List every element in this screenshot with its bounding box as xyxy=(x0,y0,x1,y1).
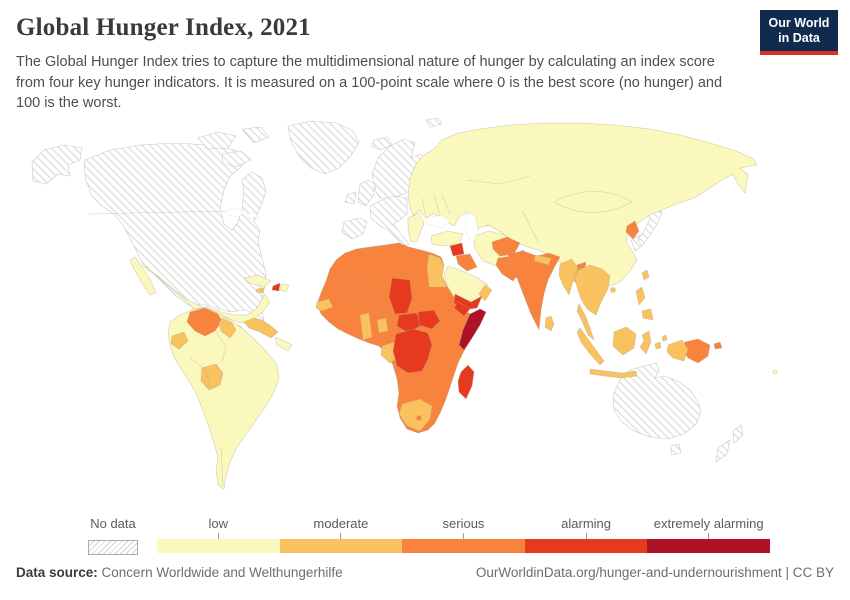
region-new-zealand[interactable] xyxy=(715,424,744,463)
region-north-korea[interactable] xyxy=(625,220,640,240)
region-svalbard[interactable] xyxy=(425,117,443,128)
no-data-swatch xyxy=(88,540,138,555)
region-papua-new-guinea[interactable] xyxy=(682,338,723,364)
region-fiji[interactable] xyxy=(772,369,778,375)
region-balkans-greece[interactable] xyxy=(407,212,425,243)
data-source-label: Data source: xyxy=(16,565,98,580)
region-dr-congo[interactable] xyxy=(392,328,433,374)
legend-category-moderate[interactable]: moderate xyxy=(279,516,403,553)
border-west-africa xyxy=(345,273,392,335)
region-canada-usa[interactable] xyxy=(83,142,267,321)
region-india[interactable] xyxy=(507,250,561,331)
region-indochina[interactable] xyxy=(574,264,611,316)
region-malay-peninsula[interactable] xyxy=(576,303,595,341)
owid-logo[interactable]: Our World in Data xyxy=(760,10,838,55)
legend-tick xyxy=(217,533,219,539)
great-lakes xyxy=(225,207,259,220)
legend-swatch-serious xyxy=(402,539,525,553)
region-australia[interactable] xyxy=(612,362,702,456)
data-source: Data source: Concern Worldwide and Welth… xyxy=(16,565,343,580)
legend-category-alarming[interactable]: alarming xyxy=(524,516,648,553)
owid-logo-line1: Our World xyxy=(768,16,830,30)
region-costa-rica-panama[interactable] xyxy=(274,336,293,352)
border-eastern-europe xyxy=(421,193,451,219)
region-south-america[interactable] xyxy=(167,307,280,490)
region-somalia[interactable] xyxy=(458,308,487,351)
citation-link[interactable]: OurWorldinData.org/hunger-and-undernouri… xyxy=(475,565,834,580)
region-sri-lanka[interactable] xyxy=(544,315,555,332)
caspian-sea xyxy=(464,211,479,243)
region-hainan[interactable] xyxy=(610,287,616,293)
region-ecuador[interactable] xyxy=(170,331,189,350)
legend-category-low[interactable]: low xyxy=(157,516,280,553)
chart-footer: Data source: Concern Worldwide and Welth… xyxy=(16,565,834,580)
region-iraq[interactable] xyxy=(455,253,478,272)
region-chad[interactable] xyxy=(388,277,413,315)
region-egypt[interactable] xyxy=(426,253,448,288)
legend-category-extremely-alarming[interactable]: extremely alarming xyxy=(647,516,770,553)
region-guyana[interactable] xyxy=(218,317,237,339)
border-central-asia xyxy=(465,175,539,243)
border-south-america xyxy=(189,331,227,487)
region-haiti[interactable] xyxy=(271,282,281,292)
region-oman[interactable] xyxy=(478,284,493,302)
region-arctic-islands[interactable] xyxy=(197,126,270,168)
border-mongolia xyxy=(553,191,633,213)
region-java[interactable] xyxy=(589,368,638,379)
region-ghana[interactable] xyxy=(359,312,373,341)
region-cuba[interactable] xyxy=(243,274,272,288)
region-benin[interactable] xyxy=(376,317,389,334)
region-western-europe[interactable] xyxy=(369,195,410,253)
chart-subtitle: The Global Hunger Index tries to capture… xyxy=(16,54,723,112)
region-bolivia[interactable] xyxy=(200,363,224,391)
legend-color-bar: low moderate serious alarming extremely xyxy=(157,516,770,553)
choropleth-svg xyxy=(31,117,778,490)
region-borneo[interactable] xyxy=(612,326,637,356)
region-dominican-republic[interactable] xyxy=(279,283,290,293)
region-nepal[interactable] xyxy=(533,254,552,266)
legend-no-data-label: No data xyxy=(90,516,136,531)
region-moluccas[interactable] xyxy=(654,334,668,350)
region-lesotho[interactable] xyxy=(416,415,422,421)
legend-no-data[interactable]: No data xyxy=(88,516,138,555)
legend-tick xyxy=(462,533,464,539)
region-west-papua[interactable] xyxy=(666,339,689,362)
data-source-value: Concern Worldwide and Welthungerhilfe xyxy=(101,565,343,580)
region-venezuela[interactable] xyxy=(186,307,223,337)
region-eritrea[interactable] xyxy=(453,301,471,317)
owid-logo-line2: in Data xyxy=(778,31,820,45)
world-map xyxy=(30,117,820,508)
legend-swatch-extremely-alarming xyxy=(647,539,770,553)
black-sea xyxy=(424,214,451,229)
region-sulawesi[interactable] xyxy=(639,330,652,355)
region-madagascar[interactable] xyxy=(457,364,475,400)
region-greenland[interactable] xyxy=(287,120,360,175)
region-philippines[interactable] xyxy=(635,286,654,321)
legend-swatch-low xyxy=(157,539,280,553)
region-uk-ireland[interactable] xyxy=(344,179,376,207)
legend-tick xyxy=(340,533,342,539)
region-myanmar[interactable] xyxy=(558,258,579,296)
region-senegal[interactable] xyxy=(315,298,334,312)
region-jamaica[interactable] xyxy=(255,287,265,294)
map-legend: No data low moderate serious alarming xyxy=(0,516,850,555)
region-iberia[interactable] xyxy=(341,217,368,240)
region-south-africa[interactable] xyxy=(398,398,433,432)
page-title: Global Hunger Index, 2021 xyxy=(16,14,311,41)
region-alaska[interactable] xyxy=(31,144,83,185)
legend-tick xyxy=(708,533,710,539)
legend-tick xyxy=(585,533,587,539)
region-eurasia[interactable] xyxy=(407,122,758,287)
region-taiwan[interactable] xyxy=(641,269,650,281)
region-central-america[interactable] xyxy=(243,317,279,339)
region-sumatra[interactable] xyxy=(576,327,605,366)
legend-swatch-moderate xyxy=(279,539,403,553)
region-mexico[interactable] xyxy=(129,256,271,324)
border-us-canada xyxy=(87,210,227,215)
region-iceland[interactable] xyxy=(371,136,393,151)
legend-swatch-alarming xyxy=(524,539,648,553)
legend-category-serious[interactable]: serious xyxy=(402,516,525,553)
region-syria[interactable] xyxy=(449,242,465,257)
